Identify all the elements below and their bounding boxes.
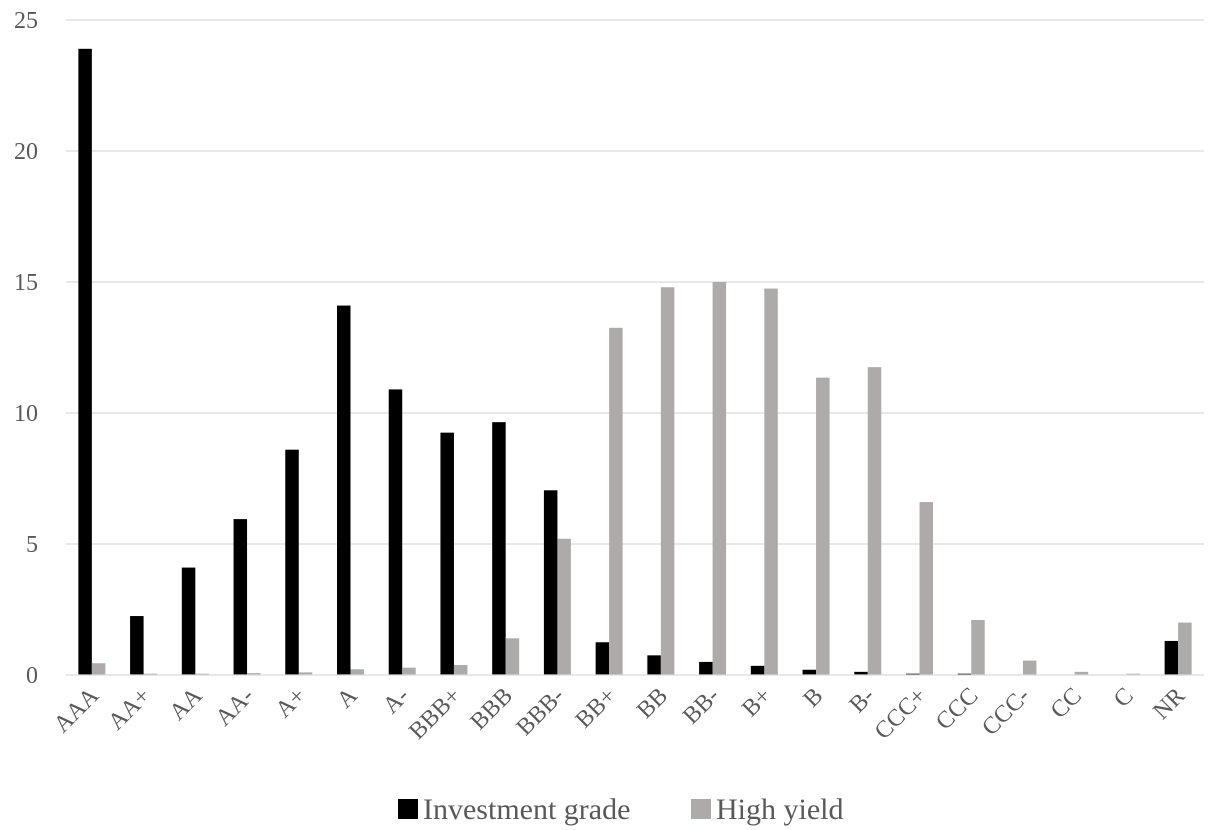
bar-high-yield [971, 619, 985, 675]
bar-investment-grade [543, 490, 558, 675]
bar-high-yield [1178, 622, 1192, 675]
legend-swatch-high-yield [691, 799, 711, 819]
gridlines [66, 19, 1204, 545]
bar-high-yield [453, 665, 468, 675]
bar-high-yield [91, 663, 106, 675]
x-tick-label: BB- [678, 683, 725, 730]
bar-investment-grade [285, 449, 299, 675]
x-tick-label: A [332, 682, 363, 713]
bar-high-yield [764, 288, 778, 675]
x-tick-label: BBB- [512, 683, 570, 741]
y-tick-label: 10 [14, 401, 38, 427]
bar-high-yield [1022, 660, 1037, 675]
y-tick-label: 20 [14, 139, 38, 165]
bar-high-yield [816, 377, 830, 675]
bar-investment-grade [750, 665, 765, 675]
bar-investment-grade [1164, 640, 1179, 675]
bar-high-yield [660, 287, 675, 675]
x-tick-label: A- [378, 683, 414, 719]
bar-investment-grade [181, 567, 196, 675]
x-tick-label: AAA [49, 682, 105, 738]
bar-investment-grade [595, 642, 610, 675]
y-tick-label: 15 [14, 270, 38, 296]
bar-high-yield [505, 638, 520, 675]
bar-high-yield [557, 538, 571, 675]
x-tick-label: BB [632, 683, 673, 724]
bar-investment-grade [854, 671, 868, 675]
bar-high-yield [919, 502, 933, 675]
x-tick-label: C [1109, 683, 1139, 713]
bar-high-yield [143, 673, 158, 675]
x-tick-label: B- [845, 683, 880, 718]
bar-investment-grade [906, 673, 920, 675]
bar-high-yield [1126, 673, 1140, 675]
x-tick-label: AA+ [103, 683, 155, 735]
bar-high-yield [195, 673, 209, 675]
legend-swatch-investment-grade [398, 799, 418, 819]
y-tick-label: 0 [26, 663, 38, 689]
x-tick-label: B [799, 683, 829, 713]
bar-investment-grade [130, 616, 144, 675]
bar-investment-grade [337, 305, 351, 675]
bar-high-yield [402, 667, 416, 675]
legend-label-investment-grade: Investment grade [423, 793, 630, 826]
bar-high-yield [298, 672, 313, 675]
x-tick-label: B+ [737, 683, 776, 722]
bar-high-yield [350, 669, 364, 675]
bar-investment-grade [492, 422, 506, 675]
x-tick-label: A+ [271, 683, 311, 723]
x-tick-label: AA [165, 682, 208, 725]
x-tick-label: CC [1046, 683, 1087, 724]
x-tick-label: CCC [931, 683, 983, 735]
bar-investment-grade [78, 48, 92, 675]
bar-investment-grade [388, 389, 403, 675]
x-tick-label: BB+ [571, 683, 622, 734]
legend-label-high-yield: High yield [716, 793, 844, 826]
y-tick-label: 5 [26, 532, 38, 558]
bar-high-yield [609, 327, 623, 675]
y-axis-ticks: 0 5 10 15 20 25 [14, 8, 38, 689]
x-tick-label: NR [1148, 683, 1190, 725]
bar-high-yield [867, 367, 882, 675]
bar-investment-grade [440, 432, 454, 675]
bar-investment-grade [957, 673, 972, 675]
x-tick-label: AA- [211, 683, 260, 732]
y-tick-label: 25 [14, 8, 38, 34]
x-tick-label: BBB [466, 683, 518, 735]
bar-investment-grade [647, 655, 661, 675]
bar-high-yield [1074, 671, 1089, 675]
bar-high-yield [247, 673, 261, 675]
legend: Investment grade High yield [398, 793, 844, 826]
bar-investment-grade [802, 669, 817, 675]
x-tick-label: CCC- [977, 683, 1035, 741]
x-tick-label: CCC+ [870, 683, 932, 745]
bar-investment-grade [233, 519, 248, 675]
x-tick-label: BBB+ [404, 683, 466, 745]
bar-high-yield [712, 282, 727, 675]
bar-investment-grade [699, 661, 713, 675]
bars [78, 48, 1192, 675]
